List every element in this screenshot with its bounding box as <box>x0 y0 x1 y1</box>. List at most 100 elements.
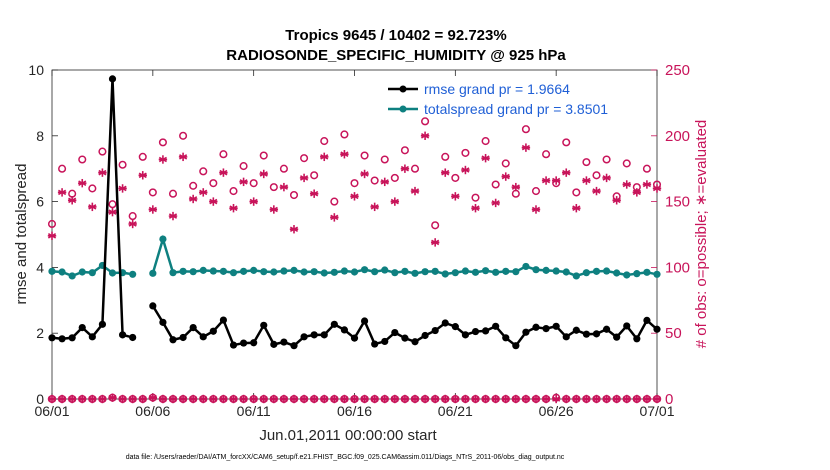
obs-evaluated-point <box>461 165 470 175</box>
obs-evaluated-point <box>108 393 117 402</box>
totalspread-point <box>552 267 560 275</box>
totalspread-point <box>532 266 540 274</box>
obs-possible-point <box>380 155 389 164</box>
obs-evaluated-point <box>370 394 379 404</box>
obs-possible-point <box>340 130 349 139</box>
obs-possible-point <box>330 197 339 206</box>
rmse-point <box>320 331 328 339</box>
x-axis: 06/01 06/06 06/11 06/16 06/21 06/26 07/01 <box>34 70 675 419</box>
rmse-point <box>451 323 459 331</box>
totalspread-point <box>199 266 207 274</box>
totalspread-point <box>250 266 258 274</box>
obs-evaluated-point <box>622 180 631 189</box>
totalspread-point <box>421 268 429 276</box>
obs-evaluated-point <box>501 394 510 404</box>
obs-evaluated-point <box>632 394 642 404</box>
obs-possible-point <box>98 147 107 156</box>
totalspread-point <box>512 268 520 276</box>
rmse-point <box>471 327 480 336</box>
y-right-tick-label: 0 <box>665 391 673 408</box>
rmse-point <box>623 322 631 330</box>
obs-evaluated-point <box>299 394 309 404</box>
obs-evaluated-point <box>108 207 117 217</box>
obs-evaluated-point <box>572 394 581 404</box>
rmse-point <box>159 318 167 326</box>
rmse-point <box>411 338 419 346</box>
obs-possible-point <box>431 221 440 230</box>
obs-evaluated-point <box>360 394 369 404</box>
obs-possible-point <box>148 188 157 197</box>
series-layer <box>47 75 662 404</box>
obs-possible-point <box>138 152 147 161</box>
obs-evaluated-point <box>380 177 389 187</box>
totalspread-point <box>633 270 641 278</box>
obs-evaluated-point <box>622 394 631 404</box>
totalspread-point <box>350 268 359 276</box>
obs-evaluated-point <box>78 394 87 404</box>
chart-title-line2: RADIOSONDE_SPECIFIC_HUMIDITY @ 925 hPa <box>226 47 566 64</box>
obs-evaluated-point <box>158 394 168 404</box>
obs-possible-point <box>118 160 127 169</box>
rmse-point <box>48 334 56 342</box>
obs-evaluated-point <box>410 394 420 404</box>
obs-evaluated-point <box>330 213 339 222</box>
obs-possible-point <box>642 164 651 173</box>
obs-evaluated-point <box>78 178 87 188</box>
legend-spread-marker <box>399 105 407 113</box>
obs-evaluated-point <box>521 143 531 152</box>
obs-evaluated-point <box>582 176 591 185</box>
totalspread-point <box>229 269 238 277</box>
y-right-tick-label: 100 <box>665 259 690 276</box>
rmse-point <box>199 333 207 341</box>
rmse-point <box>431 326 439 335</box>
totalspread-point <box>340 267 349 275</box>
obs-evaluated-point <box>57 394 67 404</box>
rmse-point <box>461 331 470 339</box>
obs-evaluated-point <box>98 394 107 404</box>
totalspread-point <box>481 267 490 275</box>
totalspread-point <box>391 269 399 277</box>
obs-possible-point <box>542 150 551 159</box>
totalspread-point <box>542 266 550 274</box>
rmse-point <box>633 335 641 343</box>
obs-possible-point <box>219 150 228 159</box>
rmse-point <box>209 327 217 335</box>
rmse-point <box>360 317 369 325</box>
obs-evaluated-point <box>390 394 400 404</box>
obs-possible-point <box>168 189 178 198</box>
obs-evaluated-point <box>501 172 510 181</box>
rmse-point <box>88 333 96 341</box>
rmse-point <box>108 75 117 83</box>
obs-evaluated-point <box>178 152 188 162</box>
obs-evaluated-point <box>330 394 339 404</box>
obs-evaluated-point <box>400 394 410 404</box>
obs-evaluated-point <box>289 394 299 404</box>
rmse-point <box>219 316 228 324</box>
obs-evaluated-point <box>249 394 258 404</box>
obs-evaluated-point <box>47 231 57 241</box>
totalspread-point <box>159 235 167 243</box>
obs-possible-point <box>350 179 359 188</box>
rmse-point <box>239 339 248 347</box>
obs-possible-point <box>199 167 208 176</box>
obs-possible-point <box>310 171 319 180</box>
obs-evaluated-point <box>229 203 238 213</box>
totalspread-point <box>169 269 177 277</box>
obs-evaluated-point <box>219 168 228 177</box>
y-left-tick-label: 0 <box>36 391 44 407</box>
totalspread-point <box>572 272 580 280</box>
rmse-point <box>149 302 157 310</box>
obs-evaluated-point <box>239 394 248 404</box>
y-right-tick-label: 200 <box>665 128 690 145</box>
obs-possible-point <box>531 187 541 196</box>
y-left-tick-label: 8 <box>36 128 44 144</box>
obs-possible-point <box>239 162 248 171</box>
totalspread-point <box>502 267 510 275</box>
totalspread-point <box>602 267 611 275</box>
obs-possible-point <box>189 181 198 190</box>
obs-evaluated-point <box>229 394 238 404</box>
rmse-point <box>502 334 510 342</box>
obs-evaluated-point <box>370 202 379 212</box>
obs-evaluated-point <box>531 394 541 404</box>
obs-possible-point <box>471 193 480 202</box>
